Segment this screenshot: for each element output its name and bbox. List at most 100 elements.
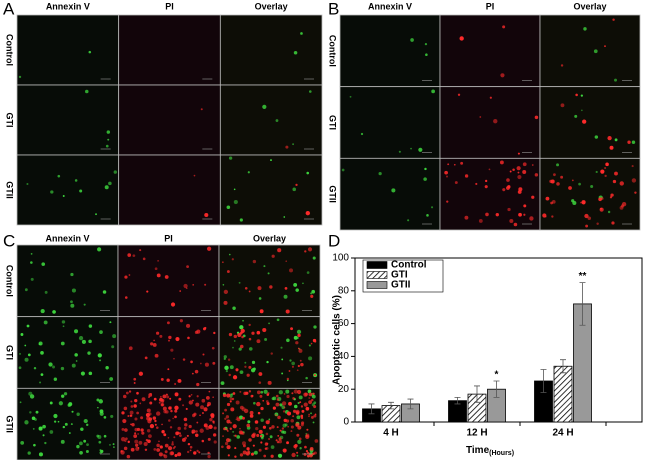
cell-dot [104,185,109,190]
cell-dot [244,361,247,364]
x-tick-label: 4 H [383,428,399,439]
cell-dot [181,438,186,442]
cell-dot [267,272,270,275]
cell-dot [146,290,149,293]
cell-dot [30,277,34,281]
cell-dot [426,214,429,217]
cell-dot [614,171,618,176]
cell-dot [75,360,78,362]
cell-dot [259,394,263,398]
cell-dot [70,303,75,308]
micrograph [16,84,120,156]
column-header: Overlay [255,1,288,11]
cell-dot [293,50,298,55]
panel-label: C [3,231,15,250]
cell-dot [241,335,244,339]
cell-dot [144,448,148,452]
cell-dot [253,401,256,405]
cell-dot [134,432,137,435]
cell-dot [301,421,305,425]
cell-dot [154,353,159,358]
cell-dot [454,181,458,185]
cell-dot [447,163,450,166]
cell-dot [431,89,436,94]
cell-dot [507,207,511,212]
cell-dot [110,414,114,419]
cell-dot [282,430,287,435]
bar [553,365,573,423]
cell-dot [551,215,554,218]
cell-dot [179,319,183,323]
cell-dot [232,346,234,349]
cell-dot [170,302,176,307]
cell-dot [124,428,128,432]
cell-dot [225,428,229,431]
cell-dot [310,342,313,345]
cell-dot [30,261,33,264]
cell-dot [171,441,174,444]
cell-dot [42,424,46,429]
cell-dot [249,410,254,415]
cell-dot [99,330,103,334]
cell-dot [133,382,136,384]
cell-dot [580,94,583,97]
cell-dot [129,410,134,415]
micrograph [219,14,323,86]
cell-dot [600,207,603,210]
cell-dot [283,406,286,409]
cell-dot [308,344,311,347]
cell-dot [88,324,93,328]
cell-dot [312,256,316,260]
micrograph [339,14,441,88]
cell-dot [271,425,275,429]
cell-dot [596,222,599,226]
cell-dot [313,325,317,329]
cell-dot [196,395,199,398]
cell-dot [145,439,149,442]
cell-dot [135,443,139,447]
cell-dot [489,96,492,99]
cell-dot [300,362,304,367]
error-bar [579,282,586,326]
cell-dot [121,411,125,415]
cell-dot [61,320,66,324]
cell-dot [585,224,589,228]
cell-dot [196,382,200,387]
cell-dot [275,119,279,122]
cell-dot [286,441,289,445]
cell-dot [158,440,160,443]
cell-dot [495,212,499,217]
cell-dot [193,174,196,177]
cell-dot [166,321,170,325]
cell-dot [52,365,55,369]
cell-dot [281,427,285,430]
cell-dot [199,414,201,417]
micrograph [16,244,119,318]
cell-dot [604,166,607,170]
cell-dot [607,135,612,141]
cell-dot [154,267,158,271]
cell-dot [281,372,284,375]
cell-dot [281,401,287,406]
cell-dot [222,393,227,398]
cell-dot [517,152,520,155]
cell-dot [179,290,182,292]
cell-dot [24,344,27,347]
cell-dot [607,210,611,214]
cell-dot [453,163,456,166]
cell-dot [279,403,283,407]
cell-dot [605,162,609,167]
cell-dot [235,368,239,372]
cell-dot [26,183,29,186]
cell-dot [203,407,208,412]
micrograph [339,157,441,231]
cell-dot [278,390,284,395]
cell-dot [128,390,132,393]
cell-dot [226,445,231,450]
cell-dot [226,205,231,210]
cell-dot [251,394,254,397]
cell-dot [174,383,176,385]
cell-dot [634,191,637,194]
cell-dot [293,404,298,409]
cell-dot [167,368,170,371]
